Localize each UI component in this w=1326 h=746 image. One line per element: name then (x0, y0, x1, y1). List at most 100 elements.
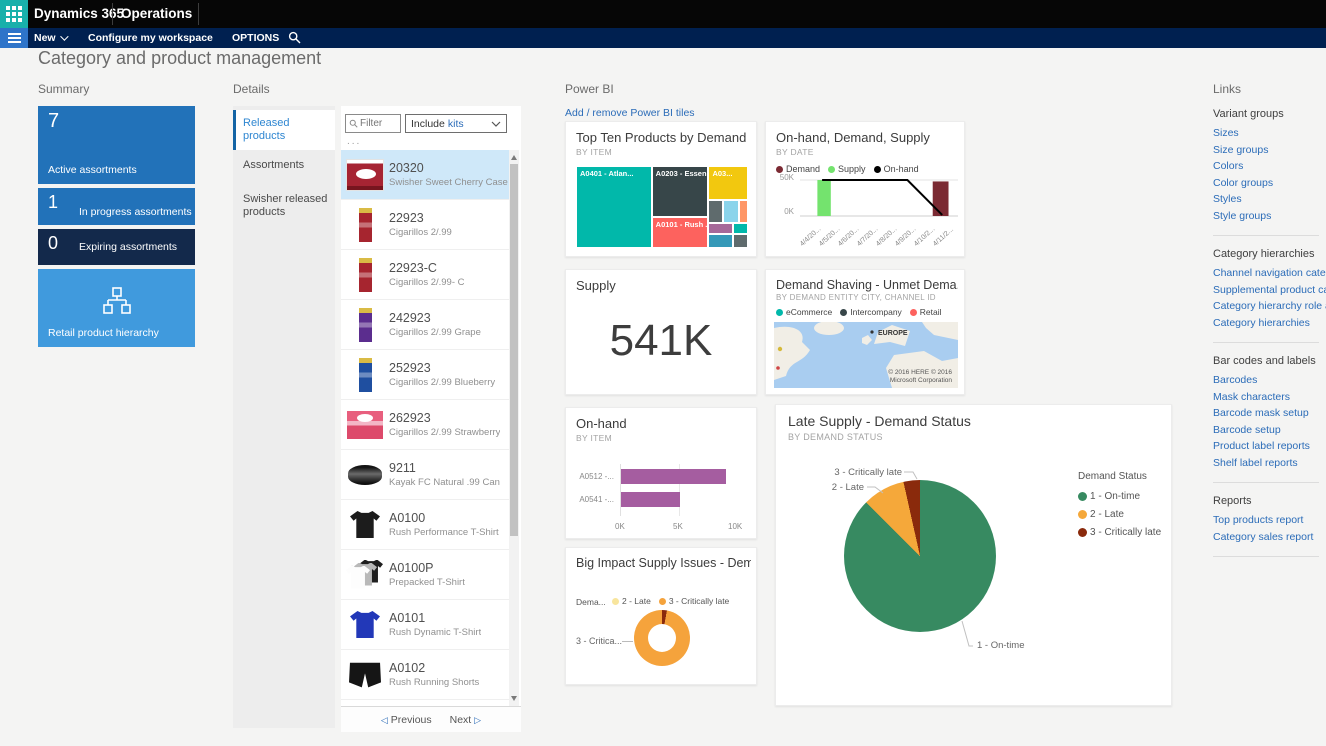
link-item[interactable]: Barcode mask setup (1213, 407, 1309, 419)
product-list-item[interactable]: 20320 Swisher Sweet Cherry Case (341, 150, 509, 200)
product-list-item[interactable]: A0102 Rush Running Shorts (341, 650, 509, 700)
powerbi-tile-demand-shaving-map[interactable]: Demand Shaving - Unmet Dema... BY DEMAND… (765, 269, 965, 395)
link-item[interactable]: Mask characters (1213, 390, 1291, 403)
shorts-thumbnail (349, 662, 381, 688)
tile-active-assortments[interactable]: 7 Active assortments (38, 106, 195, 184)
link-item[interactable]: Size groups (1213, 143, 1269, 156)
tshirt-layer (346, 565, 370, 589)
add-remove-powerbi-link[interactable]: Add / remove Power BI tiles (565, 107, 695, 119)
product-image (341, 357, 389, 392)
product-id: 9211 (389, 461, 416, 475)
next-page-button[interactable]: Next ▷ (449, 713, 482, 726)
search-button[interactable] (288, 31, 301, 47)
tab-swisher-released-products[interactable]: Swisher released products (243, 193, 328, 218)
link-item[interactable]: Barcodes (1213, 374, 1258, 386)
previous-page-button[interactable]: ◁ Previous (380, 713, 432, 726)
powerbi-tile-top-ten-products[interactable]: Top Ten Products by Demand BY ITEM A0401… (565, 121, 757, 257)
product-name[interactable]: Dynamics 365 (34, 6, 125, 21)
app-name[interactable]: Operations (121, 6, 193, 21)
scroll-down-icon[interactable] (511, 696, 517, 701)
product-image (341, 511, 389, 538)
link-item[interactable]: Category sales report (1213, 530, 1314, 543)
product-list-item[interactable]: 22923-C Cigarillos 2/.99- C (341, 250, 509, 300)
tile-title: Big Impact Supply Issues - Dema... (576, 556, 751, 570)
treemap-block (708, 200, 724, 223)
filter-input[interactable] (360, 118, 396, 129)
list-overflow-ellipsis[interactable]: ... (347, 136, 362, 147)
configure-workspace-button[interactable]: Configure my workspace (88, 32, 213, 44)
links-section-title: Bar codes and labels (1213, 355, 1316, 367)
scrollbar[interactable] (509, 150, 519, 706)
powerbi-tile-late-supply-pie[interactable]: Late Supply - Demand Status BY DEMAND ST… (775, 404, 1172, 706)
waffle-icon (6, 6, 22, 22)
treemap-block (732, 234, 748, 248)
product-image (341, 257, 389, 292)
product-list-item[interactable]: A0101 Rush Dynamic T-Shirt (341, 600, 509, 650)
link-item[interactable]: Category hierarchy role associations (1213, 300, 1326, 312)
links-section: Variant groups Sizes Size groups Colors Colo… (1213, 108, 1326, 224)
product-image (341, 207, 389, 242)
product-id: 20320 (389, 161, 424, 175)
product-list-item[interactable]: 262923 Cigarillos 2/.99 Strawberry (341, 400, 509, 450)
scrollbar-thumb[interactable] (510, 164, 518, 536)
product-list-item[interactable]: 22923 Cigarillos 2/.99 (341, 200, 509, 250)
tile-title: Top Ten Products by Demand (576, 130, 747, 145)
link-item[interactable]: Shelf label reports (1213, 456, 1298, 469)
link-item[interactable]: Top products report (1213, 514, 1304, 526)
x-axis-label: 4/7/20... (855, 225, 880, 248)
product-list-item[interactable]: 9211 Kayak FC Natural .99 Can (341, 450, 509, 500)
link-item[interactable]: Style groups (1213, 209, 1272, 222)
product-list-item[interactable]: 242923 Cigarillos 2/.99 Grape (341, 300, 509, 350)
options-button[interactable]: OPTIONS (232, 32, 280, 44)
tab-assortments[interactable]: Assortments (243, 159, 305, 171)
product-list-item[interactable]: A0100P Prepacked T-Shirt (341, 550, 509, 600)
dropdown-value-highlight: kits (447, 117, 464, 130)
product-id: 22923-C (389, 261, 437, 275)
legend-label: Retail (919, 307, 942, 317)
legend-label: 1 - On-time (1090, 491, 1141, 502)
pack-thumbnail (358, 257, 372, 292)
tile-in-progress-assortments[interactable]: 1 In progress assortments (38, 188, 195, 225)
link-item[interactable]: Colors (1213, 160, 1244, 172)
treemap-label: A0101 - Rush ... (655, 219, 709, 229)
links-divider (1213, 235, 1319, 236)
link-item[interactable]: Color groups (1213, 176, 1274, 189)
tile-retail-product-hierarchy[interactable]: Retail product hierarchy (38, 269, 195, 347)
treemap-block: A0203 - Essen... (651, 166, 709, 217)
powerbi-header: Power BI (565, 82, 614, 96)
pie-callout: 3 - Critically late (834, 467, 902, 478)
link-item[interactable]: Product label reports (1213, 440, 1310, 452)
product-list-item[interactable]: A0100 Rush Performance T-Shirt (341, 500, 509, 550)
tile-label: In progress assortments (79, 206, 192, 218)
link-item[interactable]: Sizes (1213, 127, 1239, 139)
tile-expiring-assortments[interactable]: 0 Expiring assortments (38, 229, 195, 265)
link-item[interactable]: Barcode setup (1213, 423, 1281, 436)
x-axis-label: 4/11/2... (931, 226, 955, 248)
links-panel: Variant groups Sizes Size groups Colors Colo… (1213, 96, 1326, 557)
app-launcher-button[interactable] (0, 0, 28, 28)
powerbi-tile-onhand-demand-supply[interactable]: On-hand, Demand, Supply BY DATE Demand Su… (765, 121, 965, 257)
product-list-item[interactable]: 252923 Cigarillos 2/.99 Blueberry (341, 350, 509, 400)
legend-label: Supply (838, 164, 866, 174)
product-id: A0100P (389, 561, 434, 575)
link-item[interactable]: Category hierarchies (1213, 316, 1310, 329)
powerbi-tile-onhand-by-item[interactable]: On-hand BY ITEM A0512 -... A0541 -... 0K… (565, 407, 757, 539)
link-item[interactable]: Channel navigation categories (1213, 267, 1326, 279)
tab-released-products[interactable]: Released products (233, 110, 335, 150)
x-axis-label: 4/8/20... (874, 225, 899, 248)
powerbi-tile-big-impact-donut[interactable]: Big Impact Supply Issues - Dema... Dema.… (565, 547, 757, 685)
product-name: Cigarillos 2/.99 Strawberry (389, 427, 501, 438)
include-kits-dropdown[interactable]: Include kits (405, 114, 507, 133)
menu-button[interactable] (0, 28, 28, 48)
product-name: Cigarillos 2/.99 Blueberry (389, 377, 496, 388)
links-header: Links (1213, 82, 1242, 96)
new-menu-button[interactable]: New (34, 32, 69, 44)
powerbi-tile-supply[interactable]: Supply 541K (565, 269, 757, 395)
legend-item: 3 - Critically late (658, 596, 729, 606)
filter-input-box[interactable] (345, 114, 401, 133)
link-item[interactable]: Supplemental product categories (1213, 283, 1326, 296)
scroll-up-icon[interactable] (511, 155, 517, 160)
link-item[interactable]: Styles (1213, 193, 1242, 205)
legend-dot-icon (873, 165, 881, 173)
legend-item: Retail (909, 307, 942, 317)
